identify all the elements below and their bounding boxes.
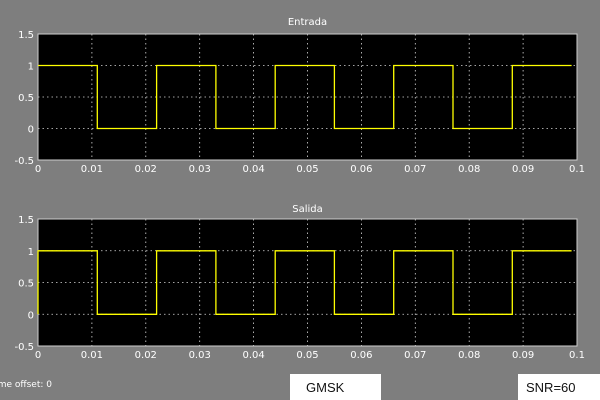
y-tick-label: 0.5 bbox=[18, 93, 34, 104]
time-offset-label: Time offset: bbox=[0, 380, 44, 390]
x-tick-label: 0.09 bbox=[512, 350, 534, 361]
axes-frame bbox=[37, 33, 578, 161]
signal-trace bbox=[38, 64, 572, 130]
x-tick-label: 0.09 bbox=[512, 164, 534, 175]
y-tick-label: -0.5 bbox=[14, 156, 34, 167]
scope-footer: Time offset: 0 GMSK SNR=60 bbox=[0, 372, 600, 400]
scope-display: Entrada 0 0.01 0.02 0.03 0.04 0.05 0.06 0.07 0.08… bbox=[14, 17, 584, 361]
x-tick-label: 0.04 bbox=[242, 164, 264, 175]
plot-title: Entrada bbox=[288, 17, 327, 28]
x-tick-label: 0.01 bbox=[81, 164, 103, 175]
time-offset-value: 0 bbox=[46, 380, 52, 390]
modulation-display: GMSK bbox=[290, 374, 381, 400]
y-tick-label: 0 bbox=[28, 310, 34, 321]
y-tick-label: -0.5 bbox=[14, 342, 34, 353]
x-tick-label: 0.03 bbox=[189, 350, 211, 361]
x-tick-label: 0.08 bbox=[458, 350, 480, 361]
x-tick-label: 0.07 bbox=[404, 164, 426, 175]
x-tick-label: 0.06 bbox=[350, 350, 372, 361]
plot-title: Salida bbox=[292, 204, 323, 215]
x-tick-label: 0.06 bbox=[350, 164, 372, 175]
x-tick-label: 0.03 bbox=[189, 164, 211, 175]
x-tick-label: 0 bbox=[35, 350, 41, 361]
x-tick-label: 0.05 bbox=[296, 350, 318, 361]
x-tick-label: 0.02 bbox=[135, 350, 157, 361]
x-tick-label: 0.07 bbox=[404, 350, 426, 361]
x-tick-label: 0.02 bbox=[135, 164, 157, 175]
x-tick-label: 0.04 bbox=[242, 350, 264, 361]
x-tick-label: 0.08 bbox=[458, 164, 480, 175]
y-tick-label: 1.5 bbox=[18, 215, 34, 226]
y-tick-label: 1 bbox=[28, 62, 34, 73]
y-tick-label: 0.5 bbox=[18, 279, 34, 290]
signal-trace bbox=[37, 250, 572, 315]
x-tick-label: 0 bbox=[35, 164, 41, 175]
plot-entrada: Entrada 0 0.01 0.02 0.03 0.04 0.05 0.06 0.07 0.08… bbox=[14, 17, 584, 175]
time-offset-readout: Time offset: 0 bbox=[0, 380, 120, 390]
y-tick-label: 1.5 bbox=[18, 30, 34, 41]
x-tick-label: 0.1 bbox=[569, 350, 585, 361]
snr-display: SNR=60 bbox=[518, 374, 600, 400]
x-tick-label: 0.01 bbox=[81, 350, 103, 361]
y-tick-label: 1 bbox=[28, 247, 34, 258]
x-tick-label: 0.05 bbox=[296, 164, 318, 175]
x-tick-label: 0.1 bbox=[569, 164, 585, 175]
plot-salida: Salida 0 0.01 0.02 0.03 0.04 0.05 0.06 0.07 0.08 0… bbox=[14, 204, 584, 361]
y-tick-label: 0 bbox=[28, 125, 34, 136]
